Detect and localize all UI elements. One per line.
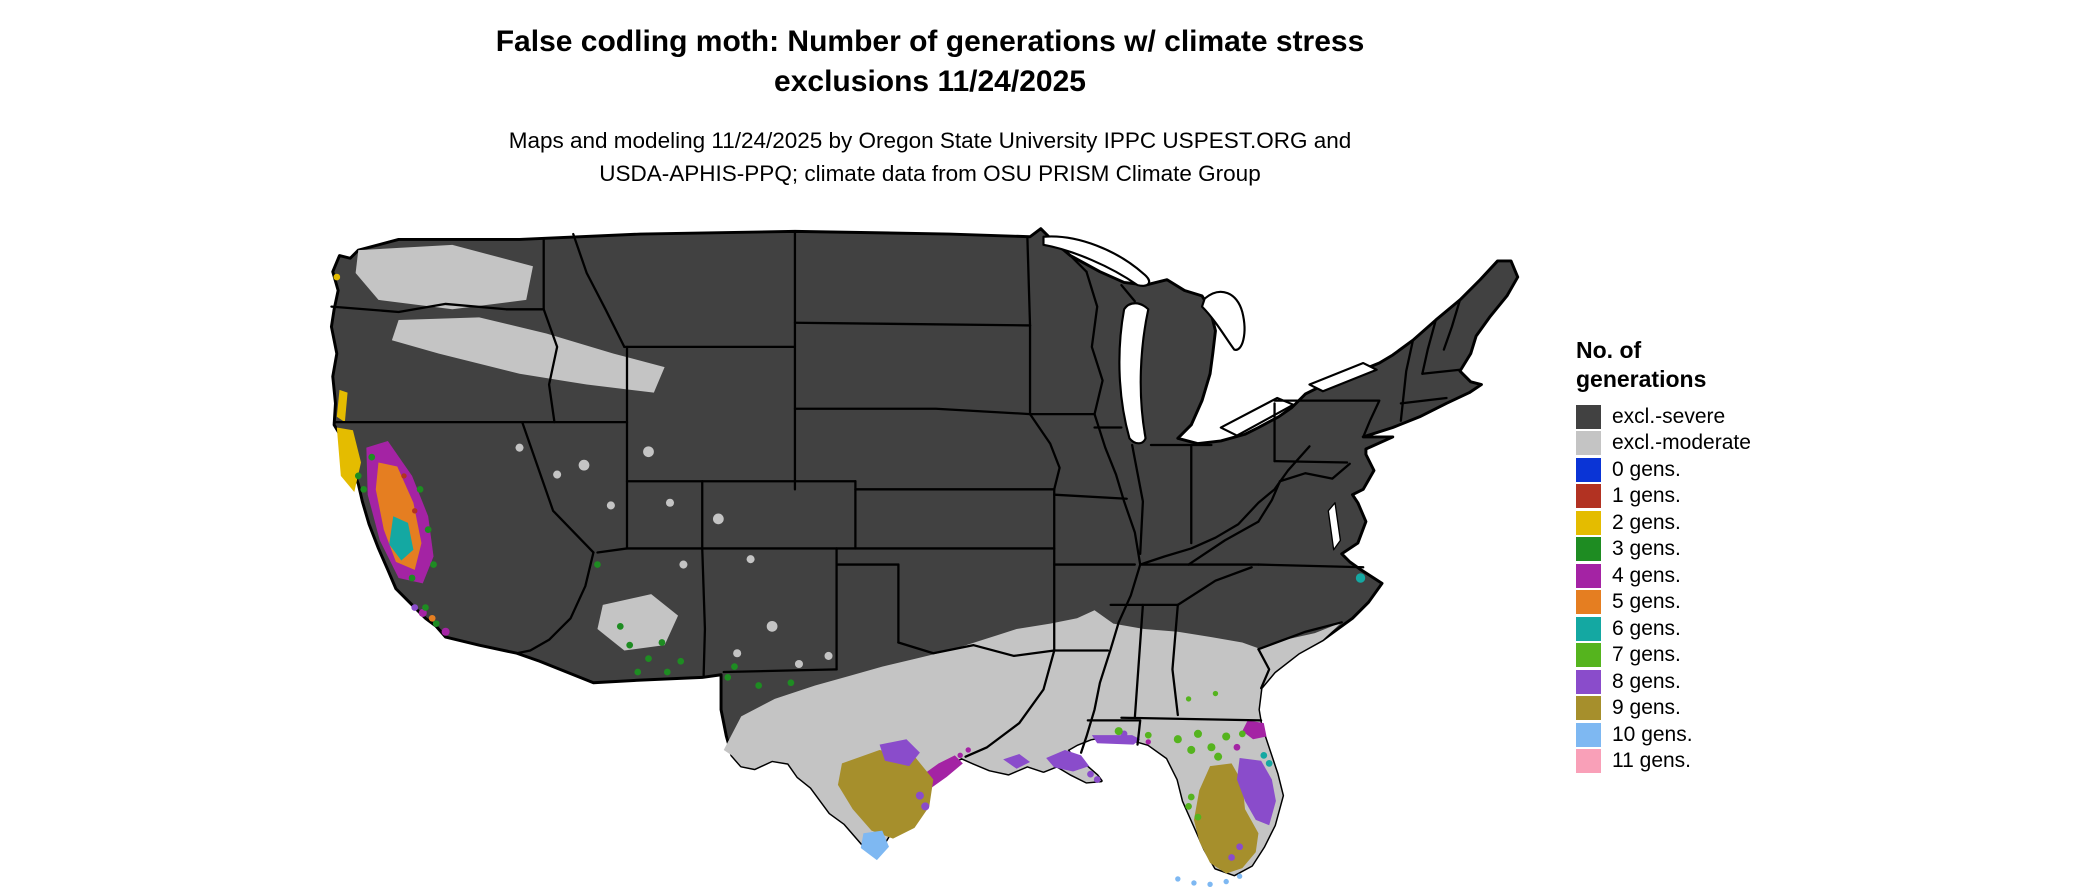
legend-item: 4 gens. [1576, 563, 1826, 588]
legend-swatch [1576, 722, 1601, 747]
legend-items: excl.-severe excl.-moderate 0 gens. 1 gens.… [1576, 404, 1826, 774]
legend-item-label: 6 gens. [1612, 616, 1681, 640]
florida-spine-purple [1236, 758, 1276, 826]
legend-swatch [1576, 484, 1601, 508]
legend-item-label: 11 gens. [1612, 749, 1692, 772]
legend-item-label: 3 gens. [1612, 537, 1681, 560]
legend-title-line-2: generations [1576, 366, 1707, 392]
louisiana-purple-east [1046, 749, 1090, 772]
legend-title-line-1: No. of [1576, 337, 1642, 363]
legend-item: 2 gens. [1576, 510, 1826, 535]
lake-superior [1042, 235, 1151, 287]
title-line-2: exclusions 11/24/2025 [774, 65, 1086, 98]
texas-tip-light-blue [860, 830, 889, 861]
page-subtitle: Maps and modeling 11/24/2025 by Oregon S… [0, 124, 1860, 190]
page-title: False codling moth: Number of generation… [0, 22, 1860, 102]
carolina-coast-teal-dot [1355, 573, 1366, 583]
legend-item-label: excl.-severe [1612, 404, 1726, 428]
legend-swatch [1576, 563, 1601, 588]
legend-item: 7 gens. [1576, 643, 1826, 668]
legend-item-label: 7 gens. [1612, 643, 1681, 666]
legend-item: 0 gens. [1576, 457, 1826, 482]
legend-item: 8 gens. [1576, 669, 1826, 694]
legend-item: 9 gens. [1576, 696, 1826, 721]
legend-item: 3 gens. [1576, 537, 1826, 562]
legend-swatch [1576, 537, 1601, 561]
lake-ontario [1308, 361, 1378, 393]
legend-item-label: 10 gens. [1612, 722, 1693, 746]
lake-michigan [1118, 302, 1150, 445]
legend-swatch [1576, 457, 1601, 482]
legend-swatch [1576, 616, 1601, 641]
us-map [329, 227, 1520, 887]
gen3-green-regions [354, 453, 795, 689]
legend-item-label: 5 gens. [1612, 590, 1681, 613]
legend-item-label: 0 gens. [1612, 457, 1681, 481]
legend-swatch [1576, 696, 1601, 720]
legend-title: No. of generations [1576, 336, 1826, 394]
gen7-light-green-regions [1114, 690, 1246, 821]
legend-item: 1 gens. [1576, 484, 1826, 509]
gen6-teal-regions [389, 516, 1366, 767]
central-valley-core [389, 516, 414, 561]
legend-item: excl.-severe [1576, 404, 1826, 429]
lake-huron [1200, 290, 1246, 351]
legend-item-label: excl.-moderate [1612, 431, 1751, 454]
moderate-speckles [515, 443, 833, 669]
legend-swatch [1576, 749, 1601, 773]
legend-item-label: 4 gens. [1612, 563, 1681, 587]
legend-item: 6 gens. [1576, 616, 1826, 641]
moderate-region-washington [355, 244, 533, 310]
title-line-1: False codling moth: Number of generation… [495, 25, 1365, 58]
gulf-coast-purple-sliver [1091, 735, 1141, 745]
legend-swatch [1576, 404, 1601, 429]
gen2-yellow-regions [333, 273, 361, 493]
moderate-region-snake-plain [391, 317, 665, 393]
ca-coast-yellow-strip [336, 427, 361, 493]
subtitle-line-2: USDA-APHIS-PPQ; climate data from OSU PR… [599, 161, 1261, 186]
state-borders [330, 230, 1462, 758]
legend-item-label: 8 gens. [1612, 669, 1681, 693]
legend-item: 5 gens. [1576, 590, 1826, 615]
legend-item-label: 9 gens. [1612, 696, 1681, 719]
legend-swatch [1576, 590, 1601, 614]
map-figure [318, 226, 1554, 887]
subtitle-line-1: Maps and modeling 11/24/2025 by Oregon S… [508, 128, 1352, 153]
legend-swatch [1576, 431, 1601, 455]
south-texas-purple [879, 739, 920, 767]
gen1-brick-dots [401, 473, 418, 514]
legend-item-label: 2 gens. [1612, 510, 1681, 534]
legend-item: excl.-moderate [1576, 431, 1826, 456]
louisiana-purple-west [1003, 753, 1031, 769]
moderate-region-arizona [597, 594, 679, 651]
ca-north-coast-yellow [336, 389, 348, 423]
gen10-light-blue-regions [860, 830, 1243, 887]
legend-swatch [1576, 643, 1601, 667]
legend-item: 11 gens. [1576, 749, 1826, 774]
legend-item-label: 1 gens. [1612, 484, 1681, 507]
legend-swatch [1576, 669, 1601, 694]
south-texas-olive [837, 749, 934, 839]
legend-swatch [1576, 510, 1601, 535]
chesapeake-bay [1327, 502, 1342, 551]
map-legend: No. of generations excl.-severe excl.-mod… [1576, 336, 1826, 775]
florida-ne-magenta [1242, 720, 1267, 740]
legend-item: 10 gens. [1576, 722, 1826, 747]
